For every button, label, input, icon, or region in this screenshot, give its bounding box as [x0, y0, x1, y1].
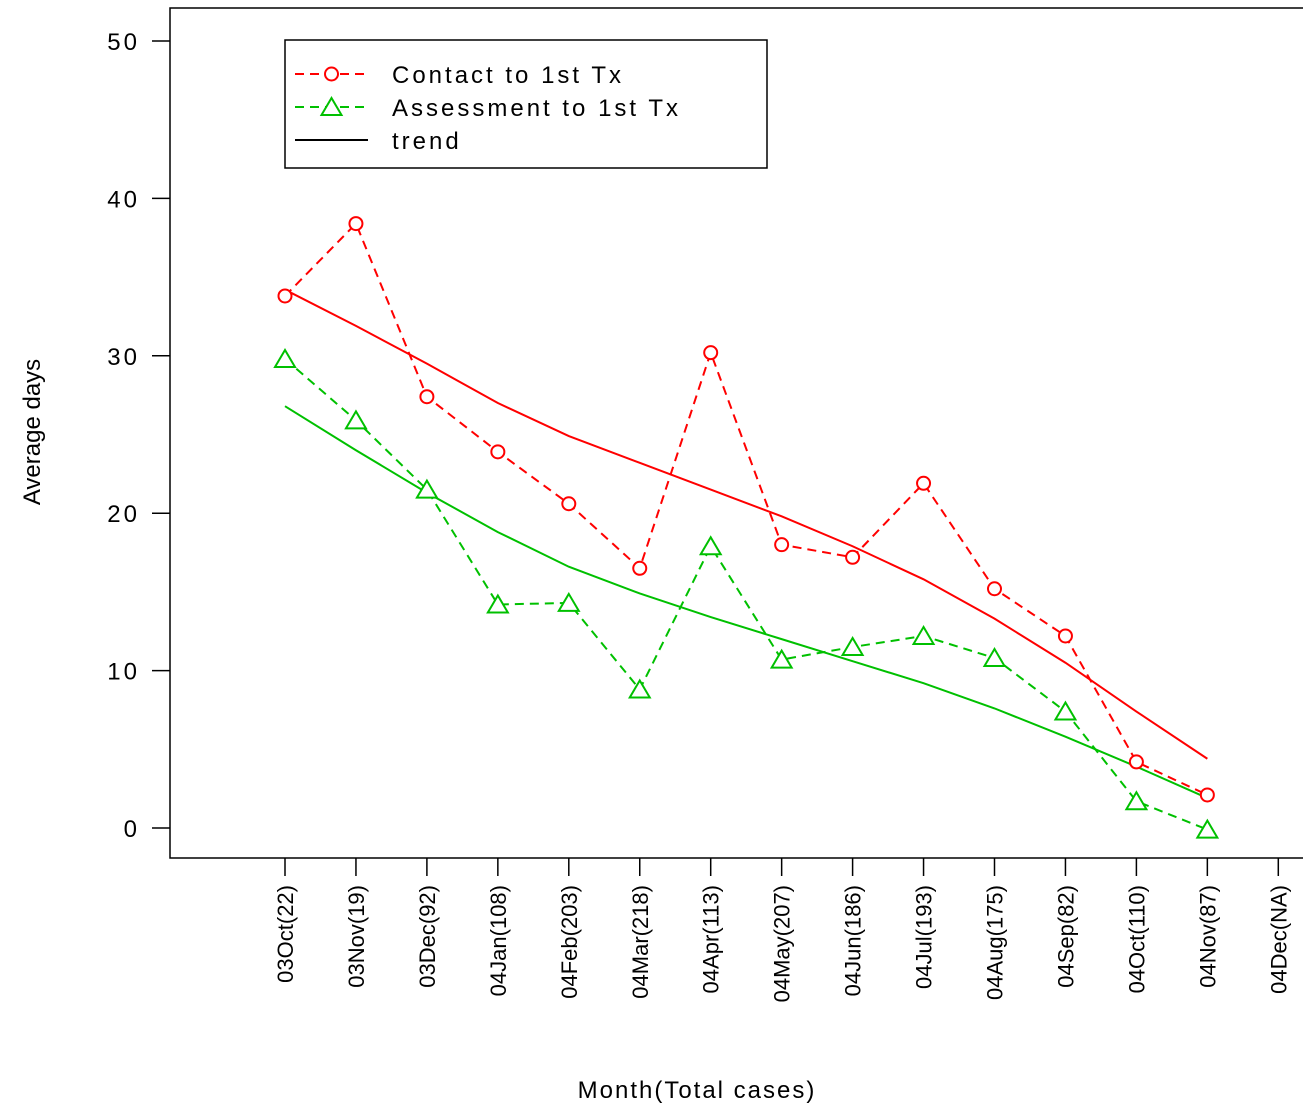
data-point-triangle: [982, 647, 1007, 668]
y-axis: 0 10 20 30 40 50: [107, 29, 170, 843]
x-tick-label: 04Jan(108): [486, 885, 511, 996]
legend-marker-triangle: [319, 96, 344, 116]
x-tick-label: 04Aug(175): [983, 885, 1008, 1000]
data-point-triangle: [698, 535, 723, 556]
data-point-triangle: [486, 593, 510, 614]
plot-frame: [169, 7, 1303, 859]
x-tick-label: 03Dec(92): [415, 885, 440, 988]
series-line: [284, 221, 1208, 796]
y-tick-label: 40: [107, 186, 140, 213]
data-point-circle: [348, 216, 364, 232]
x-tick-label: 04Jun(186): [841, 885, 866, 996]
data-point-triangle: [557, 591, 581, 612]
data-point-triangle: [769, 648, 794, 669]
legend-label: trend: [392, 128, 462, 155]
y-tick-label: 0: [124, 816, 140, 843]
data-point-triangle: [344, 409, 368, 430]
data-point-circle: [632, 560, 648, 576]
data-point-circle: [774, 537, 790, 553]
x-tick-label: 04Mar(218): [628, 885, 653, 999]
x-axis-title: Month(Total cases): [578, 1077, 817, 1104]
x-tick-label: 03Oct(22): [273, 885, 298, 983]
data-point-triangle: [1124, 790, 1149, 811]
data-point-circle: [1128, 754, 1144, 770]
y-tick-label: 50: [107, 29, 140, 56]
data-point-triangle: [840, 636, 865, 656]
plot-border: [169, 7, 1303, 859]
legend: Contact to 1st Tx Assessment to 1st Tx tre…: [284, 39, 768, 169]
data-point-circle: [490, 444, 506, 460]
data-point-circle: [845, 549, 861, 565]
trend-line: [284, 288, 1208, 760]
data-point-triangle: [1195, 818, 1220, 839]
legend-marker-circle: [324, 66, 339, 82]
data-point-circle: [987, 581, 1002, 597]
x-tick-label: 04May(207): [770, 885, 795, 1002]
trend-lines: [284, 288, 1208, 800]
data-point-triangle: [415, 478, 439, 499]
x-tick-label: 03Nov(19): [344, 885, 369, 988]
series-line: [284, 358, 1208, 831]
x-tick-label: 04Feb(203): [557, 885, 582, 999]
x-axis: 03Oct(22) 03Nov(19) 03Dec(92) 04Jan(108) 04F…: [273, 858, 1291, 1002]
data-point-triangle: [911, 624, 936, 645]
x-tick-label: 04Oct(110): [1124, 885, 1149, 993]
x-tick-label: 04Sep(82): [1053, 885, 1078, 988]
trend-line: [284, 405, 1208, 800]
y-axis-title: Average days: [19, 359, 46, 505]
series-markers: [273, 216, 1220, 839]
data-point-triangle: [273, 347, 297, 368]
data-point-triangle: [1053, 700, 1078, 721]
data-point-circle: [419, 389, 435, 405]
x-tick-label: 04Jul(193): [912, 885, 937, 989]
data-point-circle: [703, 345, 719, 361]
data-point-circle: [1199, 787, 1215, 803]
data-point-circle: [1057, 628, 1073, 644]
data-point-circle: [561, 496, 577, 512]
series-lines: [284, 221, 1208, 831]
y-tick-label: 10: [107, 659, 140, 686]
x-tick-label: 04Nov(87): [1195, 885, 1220, 988]
y-tick-label: 30: [107, 344, 140, 371]
legend-label: Assessment to 1st Tx: [392, 95, 681, 122]
data-point-triangle: [628, 678, 652, 699]
x-tick-label: 04Dec(NA): [1266, 885, 1291, 994]
data-point-circle: [916, 475, 932, 491]
legend-box: [284, 39, 768, 169]
data-point-circle: [277, 288, 293, 304]
x-tick-label: 04Apr(113): [699, 885, 724, 993]
y-tick-label: 20: [107, 501, 140, 528]
legend-label: Contact to 1st Tx: [392, 62, 624, 89]
